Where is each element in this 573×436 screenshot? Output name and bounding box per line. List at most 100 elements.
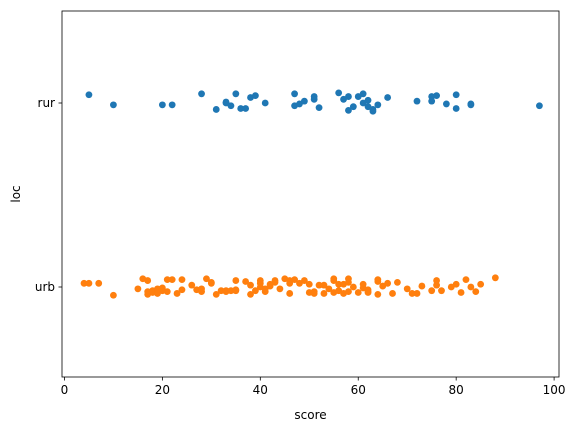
data-point-rur — [237, 105, 245, 112]
data-point-urb — [428, 287, 436, 295]
data-point-urb — [305, 280, 313, 288]
data-point-urb — [134, 285, 142, 293]
data-point-urb — [232, 277, 240, 284]
data-point-urb — [168, 276, 176, 284]
data-point-urb — [364, 289, 372, 296]
data-point-urb — [95, 279, 103, 287]
points-layer — [80, 89, 543, 299]
data-point-rur — [315, 104, 323, 111]
data-point-urb — [110, 291, 117, 299]
y-tick-label: urb — [35, 280, 55, 294]
data-point-urb — [467, 283, 475, 291]
data-point-urb — [354, 289, 362, 296]
data-point-urb — [300, 277, 308, 284]
x-tick-label: 80 — [449, 383, 464, 397]
data-point-rur — [452, 105, 460, 112]
data-point-urb — [374, 278, 382, 285]
data-point-rur — [168, 101, 176, 109]
data-point-rur — [227, 102, 235, 110]
data-point-rur — [349, 103, 357, 111]
data-point-urb — [335, 280, 343, 288]
data-point-rur — [198, 90, 205, 98]
data-point-rur — [85, 91, 93, 99]
data-point-urb — [198, 288, 205, 295]
x-axis-title: score — [294, 408, 326, 422]
data-point-urb — [178, 276, 186, 284]
data-point-urb — [271, 279, 279, 286]
data-point-urb — [242, 278, 250, 285]
data-point-rur — [300, 97, 308, 105]
data-point-urb — [384, 279, 392, 287]
data-point-urb — [389, 290, 396, 297]
data-point-urb — [345, 288, 352, 295]
data-point-rur — [158, 101, 166, 109]
data-point-urb — [433, 281, 440, 289]
data-point-urb — [491, 274, 499, 282]
y-axis-ticks: rur urb — [35, 96, 62, 294]
data-point-rur — [291, 90, 298, 98]
data-point-urb — [173, 290, 181, 297]
data-point-rur — [359, 90, 367, 98]
y-axis-title: loc — [9, 185, 23, 202]
data-point-rur — [442, 100, 450, 108]
data-point-urb — [247, 281, 254, 289]
data-point-urb — [345, 279, 352, 286]
data-point-urb — [163, 288, 171, 295]
x-tick-label: 40 — [253, 383, 268, 397]
data-point-urb — [472, 288, 480, 295]
data-point-urb — [418, 282, 426, 290]
data-point-urb — [325, 285, 333, 293]
data-point-rur — [345, 93, 352, 100]
data-point-urb — [291, 276, 298, 284]
data-point-rur — [433, 92, 440, 100]
x-tick-label: 20 — [155, 383, 170, 397]
data-point-urb — [188, 281, 196, 289]
x-tick-label: 60 — [351, 383, 366, 397]
data-point-rur — [252, 92, 259, 100]
data-point-urb — [163, 276, 171, 284]
y-tick-label: rur — [38, 96, 56, 110]
data-point-rur — [364, 96, 372, 104]
data-point-urb — [462, 276, 470, 284]
data-point-rur — [110, 101, 117, 109]
data-point-rur — [428, 97, 436, 105]
x-tick-label: 100 — [543, 383, 566, 397]
data-point-rur — [536, 102, 543, 110]
data-point-rur — [413, 97, 421, 105]
data-point-rur — [242, 105, 250, 112]
x-axis-ticks: 0 20 40 60 80 100 — [61, 377, 566, 397]
data-point-urb — [247, 290, 254, 298]
data-point-urb — [178, 286, 186, 294]
data-point-rur — [232, 90, 240, 98]
data-point-urb — [408, 290, 416, 297]
data-point-rur — [467, 101, 475, 109]
data-point-urb — [374, 290, 382, 298]
data-point-urb — [144, 277, 152, 284]
data-point-rur — [345, 106, 352, 114]
data-point-urb — [203, 275, 210, 283]
data-point-urb — [252, 287, 259, 295]
data-point-urb — [394, 279, 401, 286]
data-point-urb — [266, 282, 274, 290]
data-point-urb — [330, 277, 338, 284]
data-point-urb — [349, 283, 357, 291]
data-point-rur — [452, 91, 460, 99]
data-point-urb — [477, 280, 485, 288]
data-point-rur — [384, 94, 392, 101]
data-point-rur — [310, 93, 318, 100]
data-point-urb — [276, 285, 284, 293]
data-point-urb — [212, 290, 220, 298]
data-point-rur — [261, 99, 269, 107]
data-point-urb — [80, 279, 88, 287]
data-point-urb — [438, 287, 445, 295]
data-point-urb — [85, 279, 93, 287]
data-point-urb — [452, 280, 460, 288]
data-point-urb — [315, 281, 323, 289]
data-point-urb — [457, 289, 465, 296]
data-point-urb — [310, 290, 318, 297]
data-point-urb — [207, 279, 215, 287]
data-point-urb — [320, 290, 328, 297]
data-point-rur — [335, 89, 343, 97]
